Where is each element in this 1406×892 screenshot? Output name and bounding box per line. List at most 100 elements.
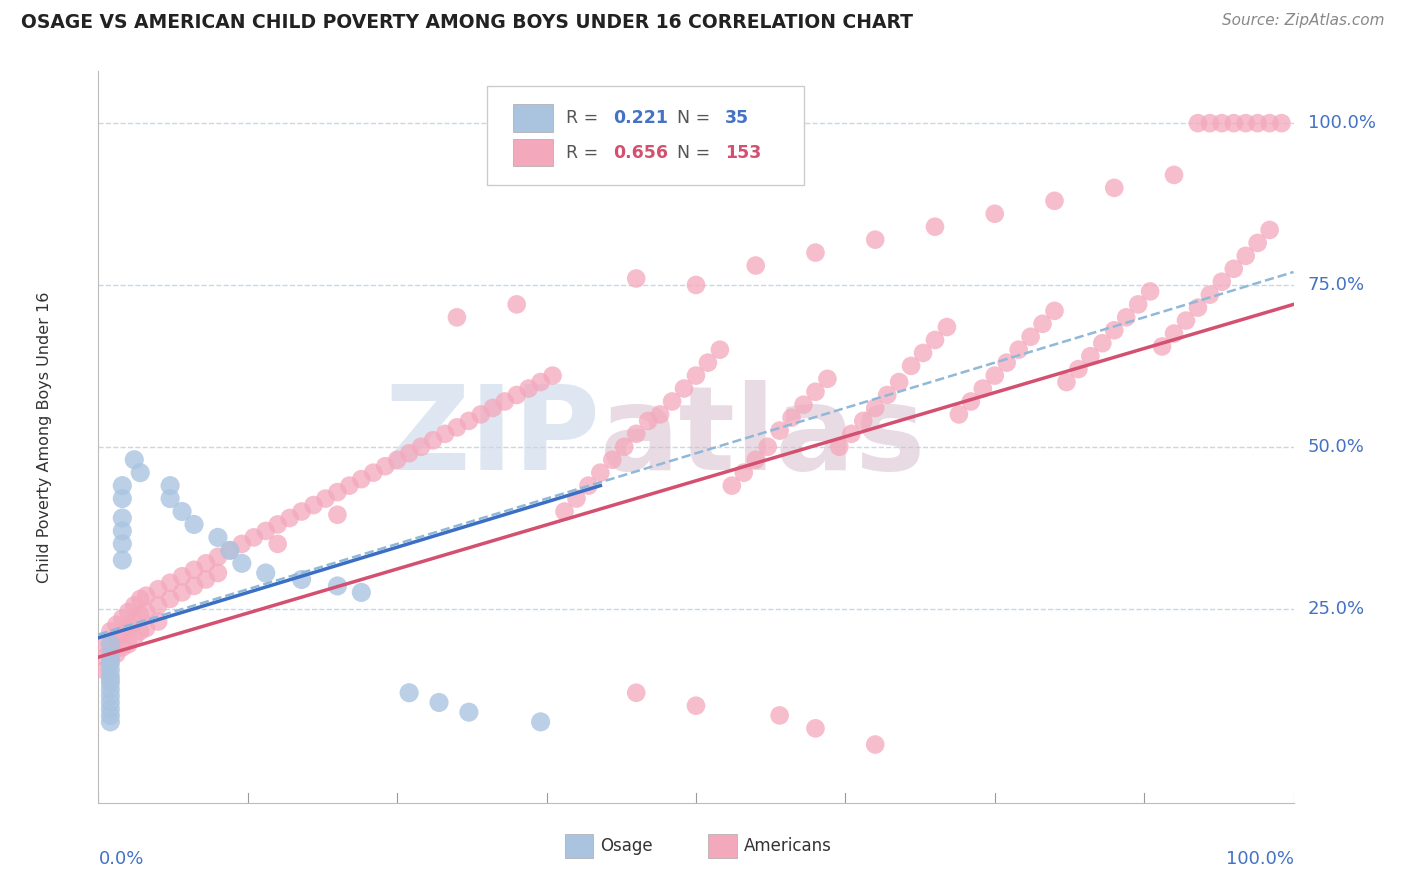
Point <box>506 297 529 311</box>
Text: atlas: atlas <box>600 380 927 494</box>
Point <box>1223 116 1246 130</box>
Point <box>148 615 170 629</box>
Point <box>111 611 134 625</box>
Point <box>924 219 946 234</box>
Point <box>111 478 134 492</box>
Point <box>673 382 696 396</box>
Point <box>637 414 659 428</box>
Text: 35: 35 <box>724 109 749 128</box>
Point <box>1247 235 1270 250</box>
Point <box>900 359 922 373</box>
Point <box>398 446 420 460</box>
Point <box>172 504 194 518</box>
Point <box>111 491 134 506</box>
Point <box>207 566 229 580</box>
Point <box>1187 301 1209 315</box>
Point <box>756 440 779 454</box>
Point <box>530 375 553 389</box>
Point <box>111 511 134 525</box>
Point <box>135 589 157 603</box>
Point <box>398 686 420 700</box>
Point <box>685 277 707 292</box>
Point <box>302 498 325 512</box>
Point <box>995 356 1018 370</box>
Point <box>427 696 450 710</box>
Point <box>936 320 959 334</box>
Point <box>98 637 122 651</box>
Point <box>804 245 827 260</box>
Point <box>626 426 648 441</box>
Point <box>1139 285 1161 299</box>
Point <box>530 714 553 729</box>
Point <box>172 569 194 583</box>
Point <box>363 466 385 480</box>
Point <box>98 714 122 729</box>
Text: N =: N = <box>676 144 716 161</box>
Text: 0.221: 0.221 <box>613 109 668 128</box>
Text: 153: 153 <box>724 144 761 161</box>
Point <box>1234 249 1257 263</box>
Point <box>1187 116 1209 130</box>
Text: R =: R = <box>565 144 603 161</box>
Point <box>1247 116 1270 130</box>
Point <box>98 708 122 723</box>
Point <box>458 414 481 428</box>
Point <box>745 452 768 467</box>
Point <box>721 478 744 492</box>
Point <box>117 621 139 635</box>
Text: Osage: Osage <box>600 837 652 855</box>
Point <box>1199 116 1222 130</box>
Point <box>124 631 146 645</box>
Text: Source: ZipAtlas.com: Source: ZipAtlas.com <box>1222 13 1385 29</box>
Point <box>93 637 115 651</box>
Text: N =: N = <box>676 109 716 128</box>
Point <box>411 440 433 454</box>
Point <box>1234 116 1257 130</box>
Point <box>159 491 181 506</box>
Point <box>984 207 1007 221</box>
Point <box>148 582 170 597</box>
Point <box>1128 297 1150 311</box>
Point <box>793 398 815 412</box>
Point <box>98 657 122 671</box>
Point <box>159 575 181 590</box>
Point <box>98 702 122 716</box>
Point <box>93 650 115 665</box>
Point <box>1104 181 1126 195</box>
Point <box>339 478 361 492</box>
Point <box>1211 116 1233 130</box>
Point <box>124 615 146 629</box>
Point <box>98 689 122 703</box>
Point <box>828 440 851 454</box>
Point <box>565 491 588 506</box>
Point <box>254 566 277 580</box>
Point <box>889 375 911 389</box>
Point <box>326 485 349 500</box>
Point <box>195 573 218 587</box>
Point <box>1104 323 1126 337</box>
Point <box>111 627 134 641</box>
Point <box>267 517 290 532</box>
Bar <box>709 834 737 858</box>
Point <box>105 647 128 661</box>
Text: OSAGE VS AMERICAN CHILD POVERTY AMONG BOYS UNDER 16 CORRELATION CHART: OSAGE VS AMERICAN CHILD POVERTY AMONG BO… <box>21 13 912 32</box>
Point <box>1080 349 1102 363</box>
Text: 50.0%: 50.0% <box>1308 438 1365 456</box>
Text: 25.0%: 25.0% <box>1308 599 1365 617</box>
Point <box>780 410 803 425</box>
Point <box>98 624 122 639</box>
Point <box>481 401 505 415</box>
Point <box>1032 317 1054 331</box>
Point <box>267 537 290 551</box>
Point <box>1163 326 1185 341</box>
Point <box>98 663 122 677</box>
Point <box>733 466 755 480</box>
Point <box>315 491 337 506</box>
Point <box>350 585 373 599</box>
Point <box>470 408 492 422</box>
Point <box>117 605 139 619</box>
Point <box>1008 343 1031 357</box>
Point <box>745 259 768 273</box>
Bar <box>513 138 553 167</box>
Point <box>207 530 229 544</box>
